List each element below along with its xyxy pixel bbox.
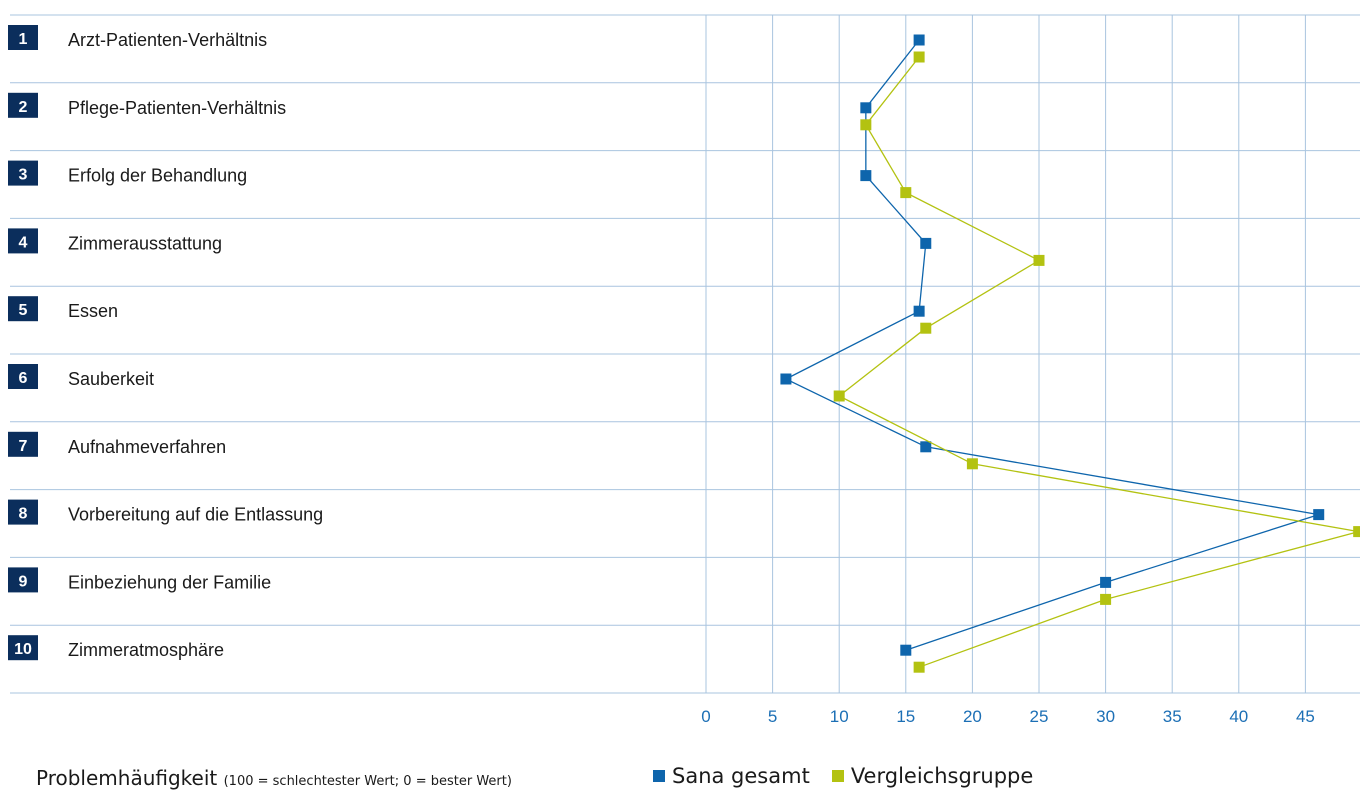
category-label: Zimmeratmosphäre [68, 640, 224, 660]
data-point-sana [913, 305, 925, 317]
x-tick-label: 40 [1229, 707, 1248, 726]
data-point-sana [913, 34, 925, 46]
x-tick-label: 30 [1096, 707, 1115, 726]
data-point-vergleich [1353, 526, 1360, 538]
category-number: 9 [19, 573, 28, 590]
x-tick-label: 10 [830, 707, 849, 726]
x-axis-ticks: 0 5 10 15 20 25 30 35 40 45 [701, 707, 1315, 726]
category-number-box [8, 25, 38, 50]
data-point-sana [1100, 576, 1112, 588]
data-point-sana [860, 170, 872, 182]
data-point-sana [860, 102, 872, 114]
category-number-box [8, 160, 38, 186]
legend-swatch-vergleich [831, 770, 844, 782]
legend-item-sana: Sana gesamt [653, 764, 810, 788]
category-label: Sauberkeit [68, 369, 154, 389]
data-point-sana [1313, 509, 1325, 521]
category-label: Erfolg der Behandlung [68, 166, 247, 186]
category-number-box [8, 499, 38, 525]
x-tick-label: 20 [963, 707, 982, 726]
category-number-box [8, 228, 38, 254]
data-point-vergleich [860, 119, 872, 131]
category-label: Pflege-Patienten-Verhältnis [68, 98, 286, 118]
category-number: 4 [19, 234, 28, 251]
category-label: Zimmerausstattung [68, 233, 222, 253]
category-label: Einbeziehung der Familie [68, 572, 271, 592]
legend-label-sana: Sana gesamt [672, 764, 810, 788]
data-point-vergleich [920, 322, 932, 334]
grid-lines [10, 14, 1360, 694]
category-label: Essen [68, 301, 118, 321]
category-label: Aufnahmeverfahren [68, 437, 226, 457]
category-number: 1 [19, 31, 28, 48]
category-label: Arzt-Patienten-Verhältnis [68, 30, 267, 50]
legend-item-vergleich: Vergleichsgruppe [831, 764, 1034, 788]
legend: Sana gesamt Vergleichsgruppe [653, 764, 1055, 788]
series-lines [780, 34, 1360, 673]
chart-plot: 1 Arzt-Patienten-Verhältnis 2 Pflege-Patien… [8, 14, 1360, 726]
series-line-vergleich [837, 56, 1359, 668]
x-tick-label: 0 [701, 707, 710, 726]
data-point-vergleich [1033, 254, 1045, 266]
data-point-sana [920, 237, 932, 249]
data-point-sana [900, 644, 912, 656]
category-label: Vorbereitung auf die Entlassung [68, 505, 323, 525]
data-point-vergleich [913, 661, 925, 673]
category-number: 2 [19, 99, 28, 116]
category-number-box [8, 296, 38, 322]
category-number-box [8, 431, 38, 457]
legend-swatch-sana [653, 770, 665, 782]
x-axis-note: (100 = schlechtester Wert; 0 = bester We… [223, 774, 512, 789]
data-point-vergleich [913, 51, 925, 63]
category-number: 7 [19, 438, 28, 455]
data-point-vergleich [966, 458, 978, 470]
legend-label-vergleich: Vergleichsgruppe [850, 764, 1034, 788]
category-labels: 1 Arzt-Patienten-Verhältnis 2 Pflege-Patien… [8, 25, 323, 661]
x-tick-label: 15 [896, 707, 915, 726]
category-number-box [8, 92, 38, 118]
x-tick-label: 5 [768, 707, 777, 726]
x-tick-label: 45 [1296, 707, 1315, 726]
category-number: 6 [19, 370, 28, 387]
x-tick-label: 25 [1030, 707, 1049, 726]
data-point-sana [920, 441, 932, 453]
category-number-box [8, 364, 38, 389]
category-number: 3 [19, 167, 28, 184]
data-point-vergleich [900, 187, 912, 199]
x-axis-label: Problemhäufigkeit [36, 766, 218, 790]
x-tick-label: 35 [1163, 707, 1182, 726]
data-point-vergleich [833, 390, 845, 402]
category-number-box [8, 635, 38, 661]
category-number-box [8, 567, 38, 593]
data-point-vergleich [1100, 593, 1112, 605]
category-number: 10 [14, 641, 32, 658]
category-number: 8 [19, 506, 28, 523]
data-point-sana [780, 373, 792, 385]
axis-description: Problemhäufigkeit (100 = schlechtester W… [36, 766, 512, 790]
category-number: 5 [19, 302, 28, 319]
series-line-sana [784, 39, 1319, 651]
